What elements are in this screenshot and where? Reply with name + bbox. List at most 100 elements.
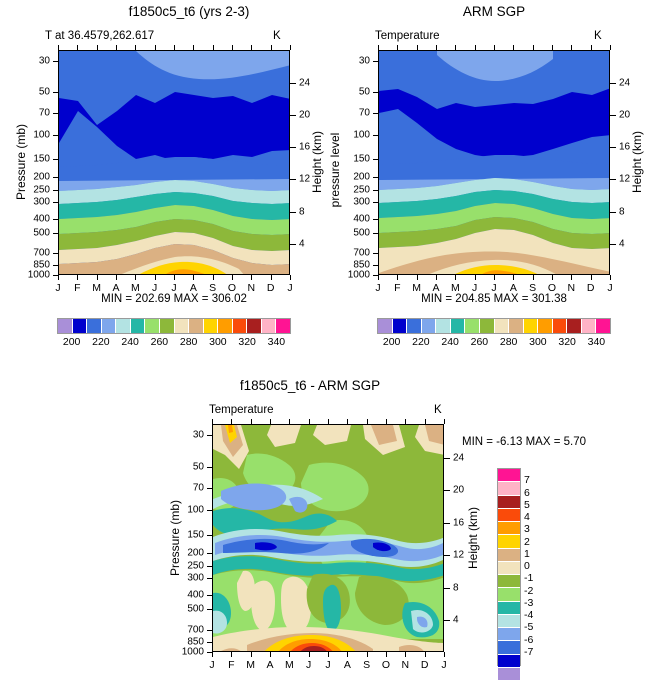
colorbar-swatch[interactable] <box>115 319 130 333</box>
colorbar-tick-label: 320 <box>558 336 576 348</box>
colorbar-swatch[interactable] <box>498 521 520 535</box>
panel-model-plot[interactable] <box>58 50 290 275</box>
pressure-tick-label: 70 <box>38 107 50 119</box>
colorbar-swatch[interactable] <box>275 319 290 333</box>
temperature-colorbar-left[interactable] <box>57 318 291 334</box>
height-tick-mark <box>610 147 616 149</box>
colorbar-swatch[interactable] <box>498 469 520 482</box>
colorbar-swatch[interactable] <box>378 319 392 333</box>
colorbar-swatch[interactable] <box>231 319 247 333</box>
colorbar-swatch[interactable] <box>435 319 450 333</box>
colorbar-swatch[interactable] <box>508 319 523 333</box>
colorbar-swatch[interactable] <box>246 319 261 333</box>
colorbar-swatch[interactable] <box>202 319 218 333</box>
colorbar-swatch[interactable] <box>498 653 520 667</box>
difference-colorbar[interactable] <box>497 468 521 680</box>
pressure-tick-label: 100 <box>187 504 204 516</box>
colorbar-swatch[interactable] <box>498 534 520 548</box>
colorbar-swatch[interactable] <box>498 494 520 508</box>
colorbar-swatch[interactable] <box>158 319 174 333</box>
colorbar-swatch[interactable] <box>498 613 520 627</box>
month-tick-mark-top <box>77 45 79 50</box>
panel-obs-plot[interactable] <box>378 50 610 275</box>
pressure-tick-mark <box>53 159 58 161</box>
month-tick-mark <box>571 275 573 280</box>
colorbar-swatch[interactable] <box>391 319 407 333</box>
pressure-tick-mark <box>373 190 378 192</box>
colorbar-tick-label: -1 <box>524 572 534 585</box>
pressure-tick-label: 150 <box>33 153 50 165</box>
month-tick-label: M <box>412 282 422 294</box>
month-tick-mark-top <box>378 45 379 50</box>
colorbar-tick-label: 300 <box>529 336 547 348</box>
colorbar-swatch[interactable] <box>493 319 509 333</box>
colorbar-swatch[interactable] <box>478 319 494 333</box>
colorbar-swatch[interactable] <box>498 481 520 495</box>
month-tick-mark-top <box>96 45 98 50</box>
month-tick-mark <box>424 652 426 657</box>
month-tick-label: F <box>228 659 235 671</box>
colorbar-swatch[interactable] <box>260 319 276 333</box>
month-tick-mark <box>290 275 291 280</box>
colorbar-swatch[interactable] <box>498 666 520 680</box>
pressure-tick-label: 1000 <box>181 646 204 658</box>
panel-diff-left-axis-title: Pressure (mb) <box>168 499 182 577</box>
month-tick-mark <box>251 275 253 280</box>
colorbar-swatch[interactable] <box>498 507 520 521</box>
colorbar-swatch[interactable] <box>129 319 145 333</box>
colorbar-swatch[interactable] <box>595 319 610 333</box>
panel-model-var-label: T at 36.4579,262.617 <box>45 30 155 42</box>
pressure-tick-mark <box>53 253 58 255</box>
pressure-tick-mark <box>373 275 378 276</box>
colorbar-swatch[interactable] <box>449 319 465 333</box>
colorbar-swatch[interactable] <box>498 547 520 561</box>
colorbar-swatch[interactable] <box>551 319 567 333</box>
colorbar-swatch[interactable] <box>537 319 552 333</box>
height-tick-label: 12 <box>299 173 311 185</box>
colorbar-swatch[interactable] <box>100 319 116 333</box>
month-tick-mark-top <box>270 45 272 50</box>
pressure-tick-mark <box>53 112 58 114</box>
colorbar-swatch[interactable] <box>566 319 581 333</box>
colorbar-swatch[interactable] <box>420 319 436 333</box>
month-tick-mark-top <box>455 45 457 50</box>
colorbar-swatch[interactable] <box>498 627 520 641</box>
month-tick-mark <box>347 652 349 657</box>
colorbar-swatch[interactable] <box>58 319 72 333</box>
month-tick-label: J <box>306 659 312 671</box>
month-tick-label: J <box>607 282 613 294</box>
colorbar-swatch[interactable] <box>144 319 159 333</box>
colorbar-swatch[interactable] <box>86 319 101 333</box>
month-tick-mark <box>154 275 156 280</box>
panel-diff-plot[interactable] <box>212 424 444 652</box>
colorbar-swatch[interactable] <box>498 560 520 574</box>
colorbar-tick-label: 280 <box>499 336 518 348</box>
temperature-colorbar-right[interactable] <box>377 318 611 334</box>
panel-obs-minmax: MIN = 204.85 MAX = 301.38 <box>421 293 567 305</box>
colorbar-swatch[interactable] <box>498 574 520 588</box>
pressure-tick-mark <box>207 552 212 554</box>
colorbar-swatch[interactable] <box>580 319 596 333</box>
colorbar-swatch[interactable] <box>406 319 421 333</box>
colorbar-swatch[interactable] <box>464 319 479 333</box>
month-tick-label: M <box>92 282 102 294</box>
colorbar-swatch[interactable] <box>71 319 87 333</box>
colorbar-tick-label: 7 <box>524 474 530 487</box>
month-tick-mark <box>96 275 98 280</box>
colorbar-swatch[interactable] <box>173 319 189 333</box>
colorbar-swatch[interactable] <box>498 587 520 601</box>
month-tick-mark <box>416 275 418 280</box>
colorbar-tick-label: -7 <box>524 645 534 658</box>
colorbar-swatch[interactable] <box>498 640 520 654</box>
height-tick-mark <box>444 457 450 459</box>
colorbar-swatch[interactable] <box>498 600 520 614</box>
month-tick-label: D <box>266 282 275 294</box>
height-tick-label: 24 <box>453 452 465 464</box>
colorbar-swatch[interactable] <box>522 319 538 333</box>
colorbar-swatch[interactable] <box>188 319 203 333</box>
month-tick-mark-top <box>436 45 437 50</box>
month-tick-mark-top <box>366 419 368 424</box>
colorbar-swatch[interactable] <box>217 319 232 333</box>
pressure-tick-label: 400 <box>353 213 370 225</box>
pressure-tick-label: 700 <box>187 624 204 636</box>
